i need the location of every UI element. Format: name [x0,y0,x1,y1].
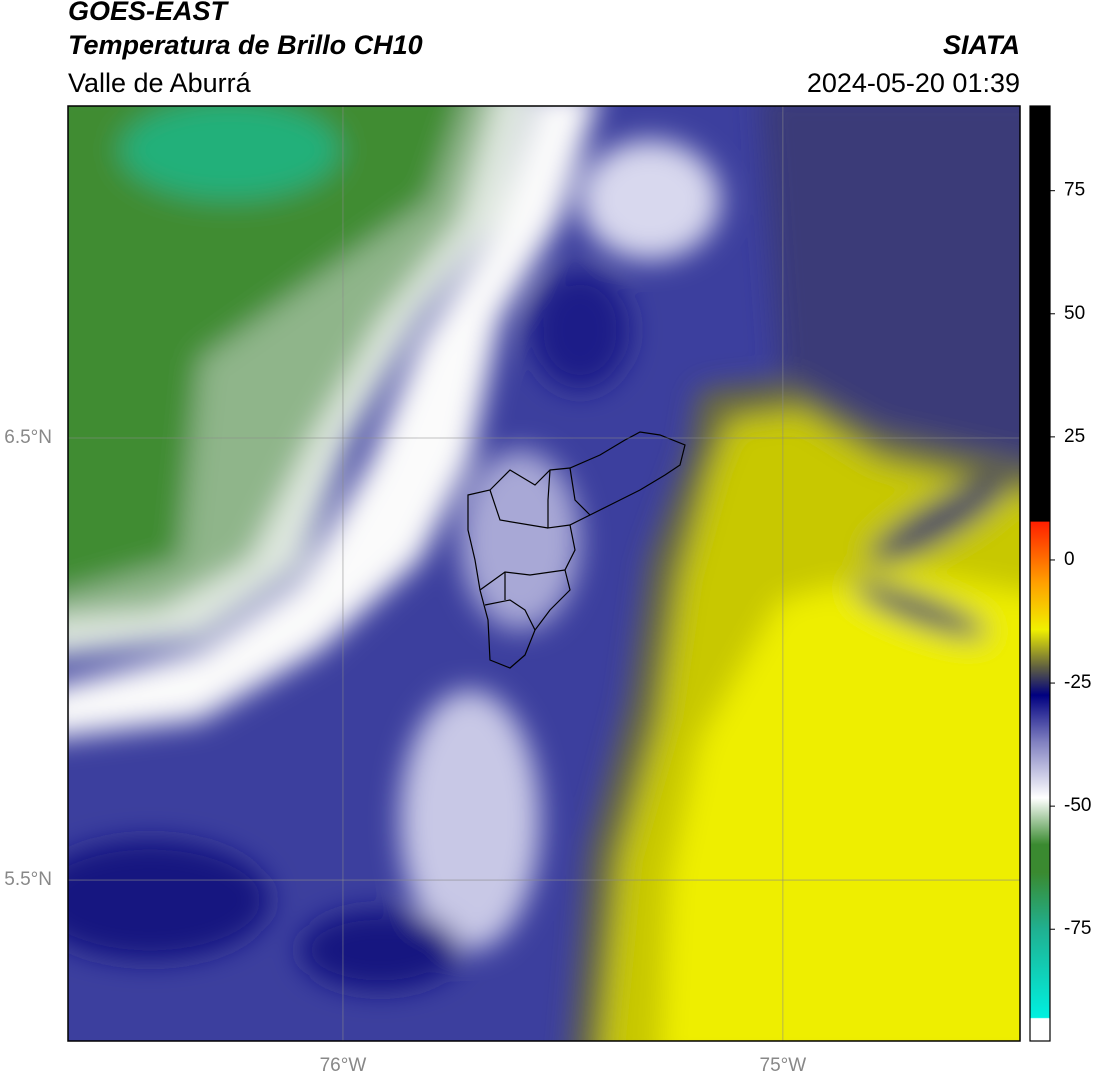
source: SIATA [943,30,1020,60]
colorbar-tick-label: -75 [1064,918,1091,939]
colorbar-tick-label: -50 [1064,795,1091,816]
lat-tick-label: 5.5°N [4,869,52,890]
subtitle: Temperatura de Brillo CH10 [68,30,423,60]
colorbar-tick-label: 50 [1064,303,1085,324]
colorbar-tick-label: 25 [1064,426,1085,447]
colorbar [1029,105,1051,1042]
satellite-image [68,106,1020,1041]
region: Valle de Aburrá [68,68,252,98]
colorbar-tick-label: 75 [1064,180,1085,201]
lon-tick-label: 75°W [760,1055,807,1076]
title: GOES-EAST [68,0,230,26]
lat-tick-label: 6.5°N [4,427,52,448]
timestamp: 2024-05-20 01:39 [807,68,1020,98]
colorbar-tick-label: -25 [1064,672,1091,693]
graticule [68,106,1020,1041]
colorbar-tick-label: 0 [1064,549,1075,570]
municipality-outlines [467,431,686,669]
lon-tick-label: 76°W [320,1055,367,1076]
map-frame [67,105,1021,1042]
